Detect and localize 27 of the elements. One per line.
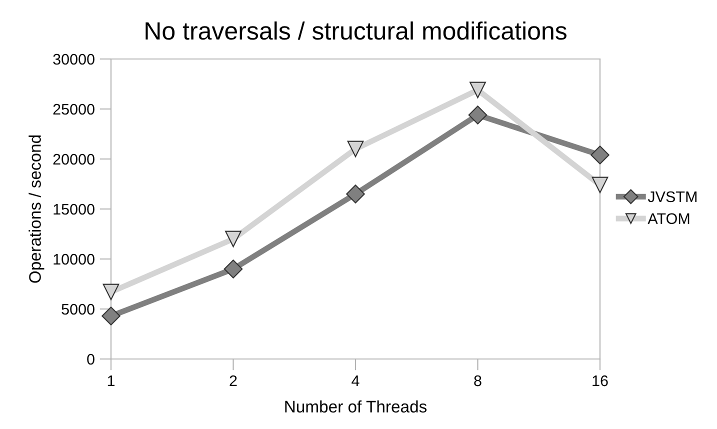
point [102,306,120,326]
x-tick-label: 1 [108,376,115,386]
x-tick-label: 4 [352,376,360,386]
point [470,82,486,98]
x-tick-label: 2 [230,375,237,386]
x-tick-label: 16 [592,375,608,386]
chart-title: No traversals / structural modifications [146,21,566,40]
point [224,260,243,278]
point [592,176,608,194]
point [590,146,610,164]
y-tick-label: 30000 [53,54,94,65]
point [102,284,120,300]
legend-label: ATOM [648,213,690,224]
point [468,106,488,124]
x-tick-label: 8 [474,375,482,386]
x-axis-title: Number of Threads [285,400,427,413]
y-tick-label: 15000 [54,204,94,215]
legend-label: JVSTM [648,191,696,202]
point [225,230,242,248]
point [346,184,365,204]
point [347,140,364,158]
y-tick-label: 5000 [62,304,94,315]
y-tick-label: 25000 [53,104,94,115]
y-tick-label: 10000 [54,254,94,265]
y-axis-title: Operations / second [28,135,44,283]
y-tick-label: 20000 [53,154,94,165]
y-tick-label: 0 [87,354,94,365]
